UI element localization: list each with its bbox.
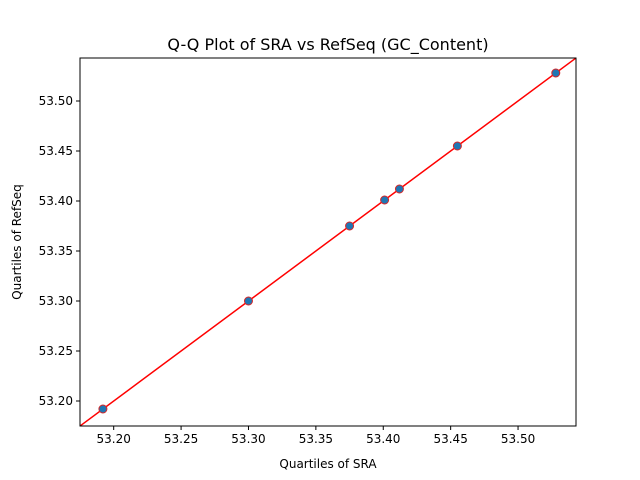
data-point-1 [98,404,108,414]
data-point-2 [243,296,253,306]
x-tick-label: 53.30 [231,432,265,446]
data-point-6 [452,141,462,151]
chart-title: Q-Q Plot of SRA vs RefSeq (GC_Content) [167,35,488,55]
y-tick-label: 53.45 [39,144,73,158]
data-point-4 [380,195,390,205]
y-tick-label: 53.20 [39,394,73,408]
data-point-5 [394,184,404,194]
y-tick-label: 53.25 [39,344,73,358]
x-tick-label: 53.20 [97,432,131,446]
plot-frame [79,57,577,427]
data-point-7 [551,68,561,78]
data-point-3 [345,221,355,231]
x-axis-label: Quartiles of SRA [279,457,377,471]
x-tick-label: 53.25 [164,432,198,446]
x-tick-label: 53.50 [501,432,535,446]
reference-line [80,58,576,426]
y-tick-label: 53.50 [39,94,73,108]
y-tick-label: 53.35 [39,244,73,258]
y-tick-label: 53.40 [39,194,73,208]
y-tick-label: 53.30 [39,294,73,308]
x-tick-label: 53.45 [433,432,467,446]
x-tick-label: 53.35 [299,432,333,446]
x-tick-label: 53.40 [366,432,400,446]
y-axis-label: Quartiles of RefSeq [10,184,24,300]
